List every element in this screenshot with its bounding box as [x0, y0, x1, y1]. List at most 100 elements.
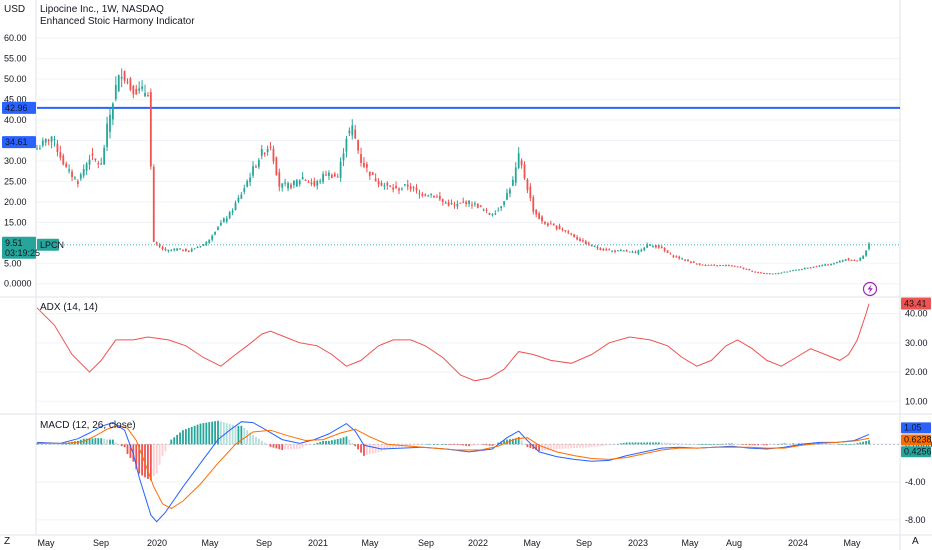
- candle-body: [742, 267, 745, 269]
- macd-histogram-bar: [707, 444, 710, 445]
- macd-histogram-bar: [476, 444, 479, 446]
- candle-body: [619, 250, 622, 252]
- x-tick-label: May: [37, 538, 55, 548]
- y-tick-label: 10.00: [905, 396, 928, 406]
- candle-body: [546, 223, 549, 226]
- candle-body: [409, 186, 412, 190]
- macd-histogram-bar: [567, 444, 570, 449]
- candle-body: [269, 146, 272, 148]
- candle-body: [488, 212, 491, 215]
- macd-histogram-bar: [497, 442, 500, 445]
- marker-price-badge: 34.61: [5, 137, 28, 147]
- macd-histogram-bar: [214, 421, 216, 445]
- x-tick-label: May: [361, 538, 379, 548]
- candle-body: [249, 177, 252, 183]
- adx-value-badge-bg: [901, 297, 931, 310]
- candle-body: [751, 270, 754, 272]
- macd-histogram-bar: [421, 444, 424, 445]
- macd-histogram-bar: [789, 443, 792, 445]
- candle-body: [149, 92, 152, 167]
- candle-body: [205, 242, 208, 245]
- macd-histogram-bar: [727, 443, 730, 445]
- macd-histogram-bar: [640, 442, 643, 445]
- candle-body: [462, 201, 465, 203]
- macd-histogram-bar: [853, 443, 856, 445]
- macd-histogram-bar: [587, 444, 590, 448]
- hline-price-badge: 42.96: [5, 103, 28, 113]
- candle-body: [109, 114, 111, 132]
- candle-body: [558, 225, 561, 230]
- bottom-right-corner[interactable]: A: [912, 536, 919, 547]
- macd-histogram-bar: [152, 444, 155, 476]
- candle-body: [745, 268, 748, 270]
- candle-body: [354, 129, 357, 139]
- macd-histogram-bar: [325, 440, 327, 445]
- macd-histogram-bar: [158, 444, 161, 465]
- candle-body: [120, 77, 123, 79]
- candle-body: [473, 203, 476, 205]
- alert-icon[interactable]: [862, 281, 878, 297]
- x-tick-label: Aug: [726, 538, 742, 548]
- candle-body: [71, 171, 73, 177]
- macd-histogram-bar: [281, 444, 284, 450]
- x-axis[interactable]: May Sep 2020 May Sep 2021 May Sep 2022 May Sep 2023…: [37, 538, 861, 548]
- candle-body: [827, 264, 830, 266]
- macd-histogram-bar: [88, 438, 91, 445]
- macd-histogram-bar: [859, 442, 862, 445]
- candle-body: [660, 246, 663, 249]
- y-tick-label: 45.00: [4, 95, 27, 105]
- candle-body: [602, 248, 605, 251]
- macd-histogram-bar: [628, 442, 631, 445]
- candle-body: [287, 183, 289, 189]
- macd-histogram-bar: [196, 424, 199, 445]
- candle-body: [652, 245, 654, 247]
- macd-histogram-bar: [328, 440, 330, 445]
- macd-histogram-bar: [692, 444, 695, 445]
- macd-histogram-bar: [675, 443, 678, 445]
- candle-body: [365, 164, 368, 168]
- macd-histogram-bar: [53, 444, 56, 445]
- macd-histogram-bar: [672, 443, 675, 445]
- candle-body: [88, 159, 91, 165]
- candle-body: [184, 249, 187, 252]
- candle-body: [730, 265, 733, 267]
- macd-value-badge-bg: [901, 422, 931, 434]
- macd-histogram-bar: [149, 444, 152, 481]
- candle-body: [847, 258, 850, 261]
- bottom-left-corner[interactable]: Z: [4, 536, 10, 547]
- x-tick-label: Sep: [418, 538, 434, 548]
- macd-histogram-bar: [427, 444, 430, 445]
- macd-histogram-bar: [570, 444, 573, 449]
- macd-histogram-bar: [228, 423, 231, 445]
- macd-histogram-bar: [252, 434, 254, 445]
- candle-body: [187, 251, 190, 253]
- candle-body: [441, 199, 444, 202]
- macd-histogram-bar: [833, 444, 835, 445]
- candle-body: [313, 181, 316, 186]
- candle-body: [511, 179, 514, 186]
- candle-body: [707, 264, 710, 266]
- signal-line: [37, 424, 870, 510]
- candle-body: [392, 187, 395, 190]
- macd-histogram-bar: [386, 444, 389, 449]
- macd-histogram-bar: [187, 427, 190, 445]
- candle-body: [266, 148, 269, 153]
- macd-histogram-bar: [383, 444, 386, 451]
- macd-histogram-bar: [792, 443, 795, 445]
- macd-histogram-bar: [444, 444, 447, 445]
- candle-body: [777, 273, 780, 275]
- candle-body: [357, 140, 360, 151]
- candle-body: [436, 196, 438, 198]
- candle-body: [336, 176, 339, 178]
- macd-histogram-bar: [307, 444, 310, 446]
- candle-body: [780, 272, 783, 274]
- signal-value-badge-bg: [901, 434, 931, 446]
- candle-body: [290, 184, 292, 189]
- macd-histogram-bar: [757, 444, 759, 446]
- macd-histogram-bar: [284, 444, 287, 450]
- macd-histogram-bar: [398, 444, 400, 448]
- macd-histogram-bar: [643, 442, 646, 445]
- macd-histogram-bar: [660, 442, 663, 445]
